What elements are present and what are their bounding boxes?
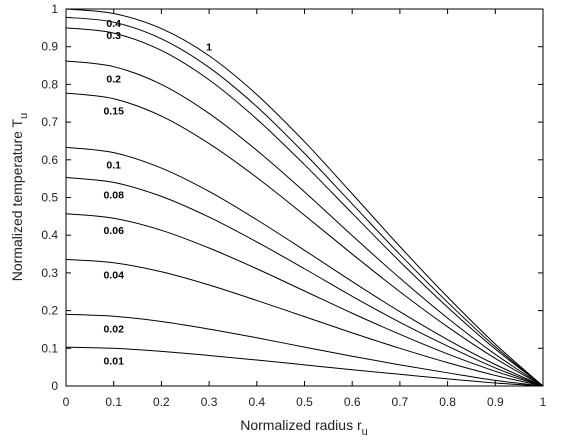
plot-area — [65, 8, 544, 387]
curve-label-0.01: 0.01 — [103, 355, 124, 367]
x-tick-label: 0.6 — [344, 395, 361, 409]
curve-0.01 — [65, 346, 544, 387]
curve-0.08 — [65, 177, 544, 387]
y-axis-label: Normalized temperature Tu — [9, 113, 30, 282]
x-axis-ticks: 0 0.1 0.2 0.3 0.4 0.5 0.6 0.7 0.8 0.9 1 — [63, 9, 547, 409]
x-tick-label: 0.7 — [392, 395, 409, 409]
x-tick-label: 0.8 — [439, 395, 456, 409]
curve-label-0.4: 0.4 — [106, 18, 121, 30]
y-tick-label: 1 — [51, 2, 58, 16]
y-tick-label: 0.2 — [41, 304, 58, 318]
x-tick-label: 1 — [540, 395, 547, 409]
y-tick-label: 0.1 — [41, 341, 58, 355]
y-tick-label: 0.9 — [41, 40, 58, 54]
y-tick-label: 0.4 — [41, 228, 58, 242]
curve-0.04 — [65, 258, 544, 387]
curve-label-0.2: 0.2 — [106, 74, 121, 86]
curve-label-1: 1 — [206, 42, 212, 54]
x-axis-label-subscript: u — [362, 426, 368, 438]
curve-label-0.02: 0.02 — [103, 323, 124, 335]
x-tick-label: 0 — [63, 395, 70, 409]
y-tick-label: 0.5 — [41, 191, 58, 205]
y-tick-label: 0 — [51, 379, 58, 393]
y-axis-ticks: 00.10.20.30.40.50.60.70.80.91 — [41, 2, 543, 393]
x-tick-label: 0.5 — [296, 395, 313, 409]
x-tick-label: 0.3 — [201, 395, 218, 409]
curve-label-0.15: 0.15 — [103, 106, 124, 118]
y-tick-label: 0.3 — [41, 266, 58, 280]
y-tick-label: 0.8 — [41, 77, 58, 91]
curve-0.15 — [65, 92, 544, 387]
y-axis-label-subscript: u — [18, 113, 30, 119]
curve-label-0.08: 0.08 — [103, 189, 124, 201]
curve-labels-group: 0.01 0.02 0.04 0.06 0.08 0.1 0.15 0.2 0.30.4 1 — [103, 18, 212, 367]
y-tick-label: 0.6 — [41, 153, 58, 167]
x-tick-label: 0.2 — [153, 395, 170, 409]
curves-group — [65, 8, 544, 387]
curve-label-0.1: 0.1 — [106, 160, 121, 172]
y-tick-label: 0.7 — [41, 115, 58, 129]
x-tick-label: 0.4 — [248, 395, 265, 409]
curve-1 — [65, 8, 544, 387]
curve-label-0.04: 0.04 — [103, 270, 124, 282]
curve-label-0.3: 0.3 — [106, 30, 121, 42]
curve-0.1 — [65, 146, 544, 387]
curve-0.4 — [65, 16, 544, 387]
x-tick-label: 0.1 — [105, 395, 122, 409]
x-tick-label: 0.9 — [487, 395, 504, 409]
curve-label-0.06: 0.06 — [103, 225, 124, 237]
x-axis-label: Normalized radius ru — [240, 417, 368, 438]
curve-0.06 — [65, 213, 544, 387]
curve-0.02 — [65, 313, 544, 387]
curve-0.2 — [65, 60, 544, 387]
curve-0.3 — [65, 27, 544, 387]
